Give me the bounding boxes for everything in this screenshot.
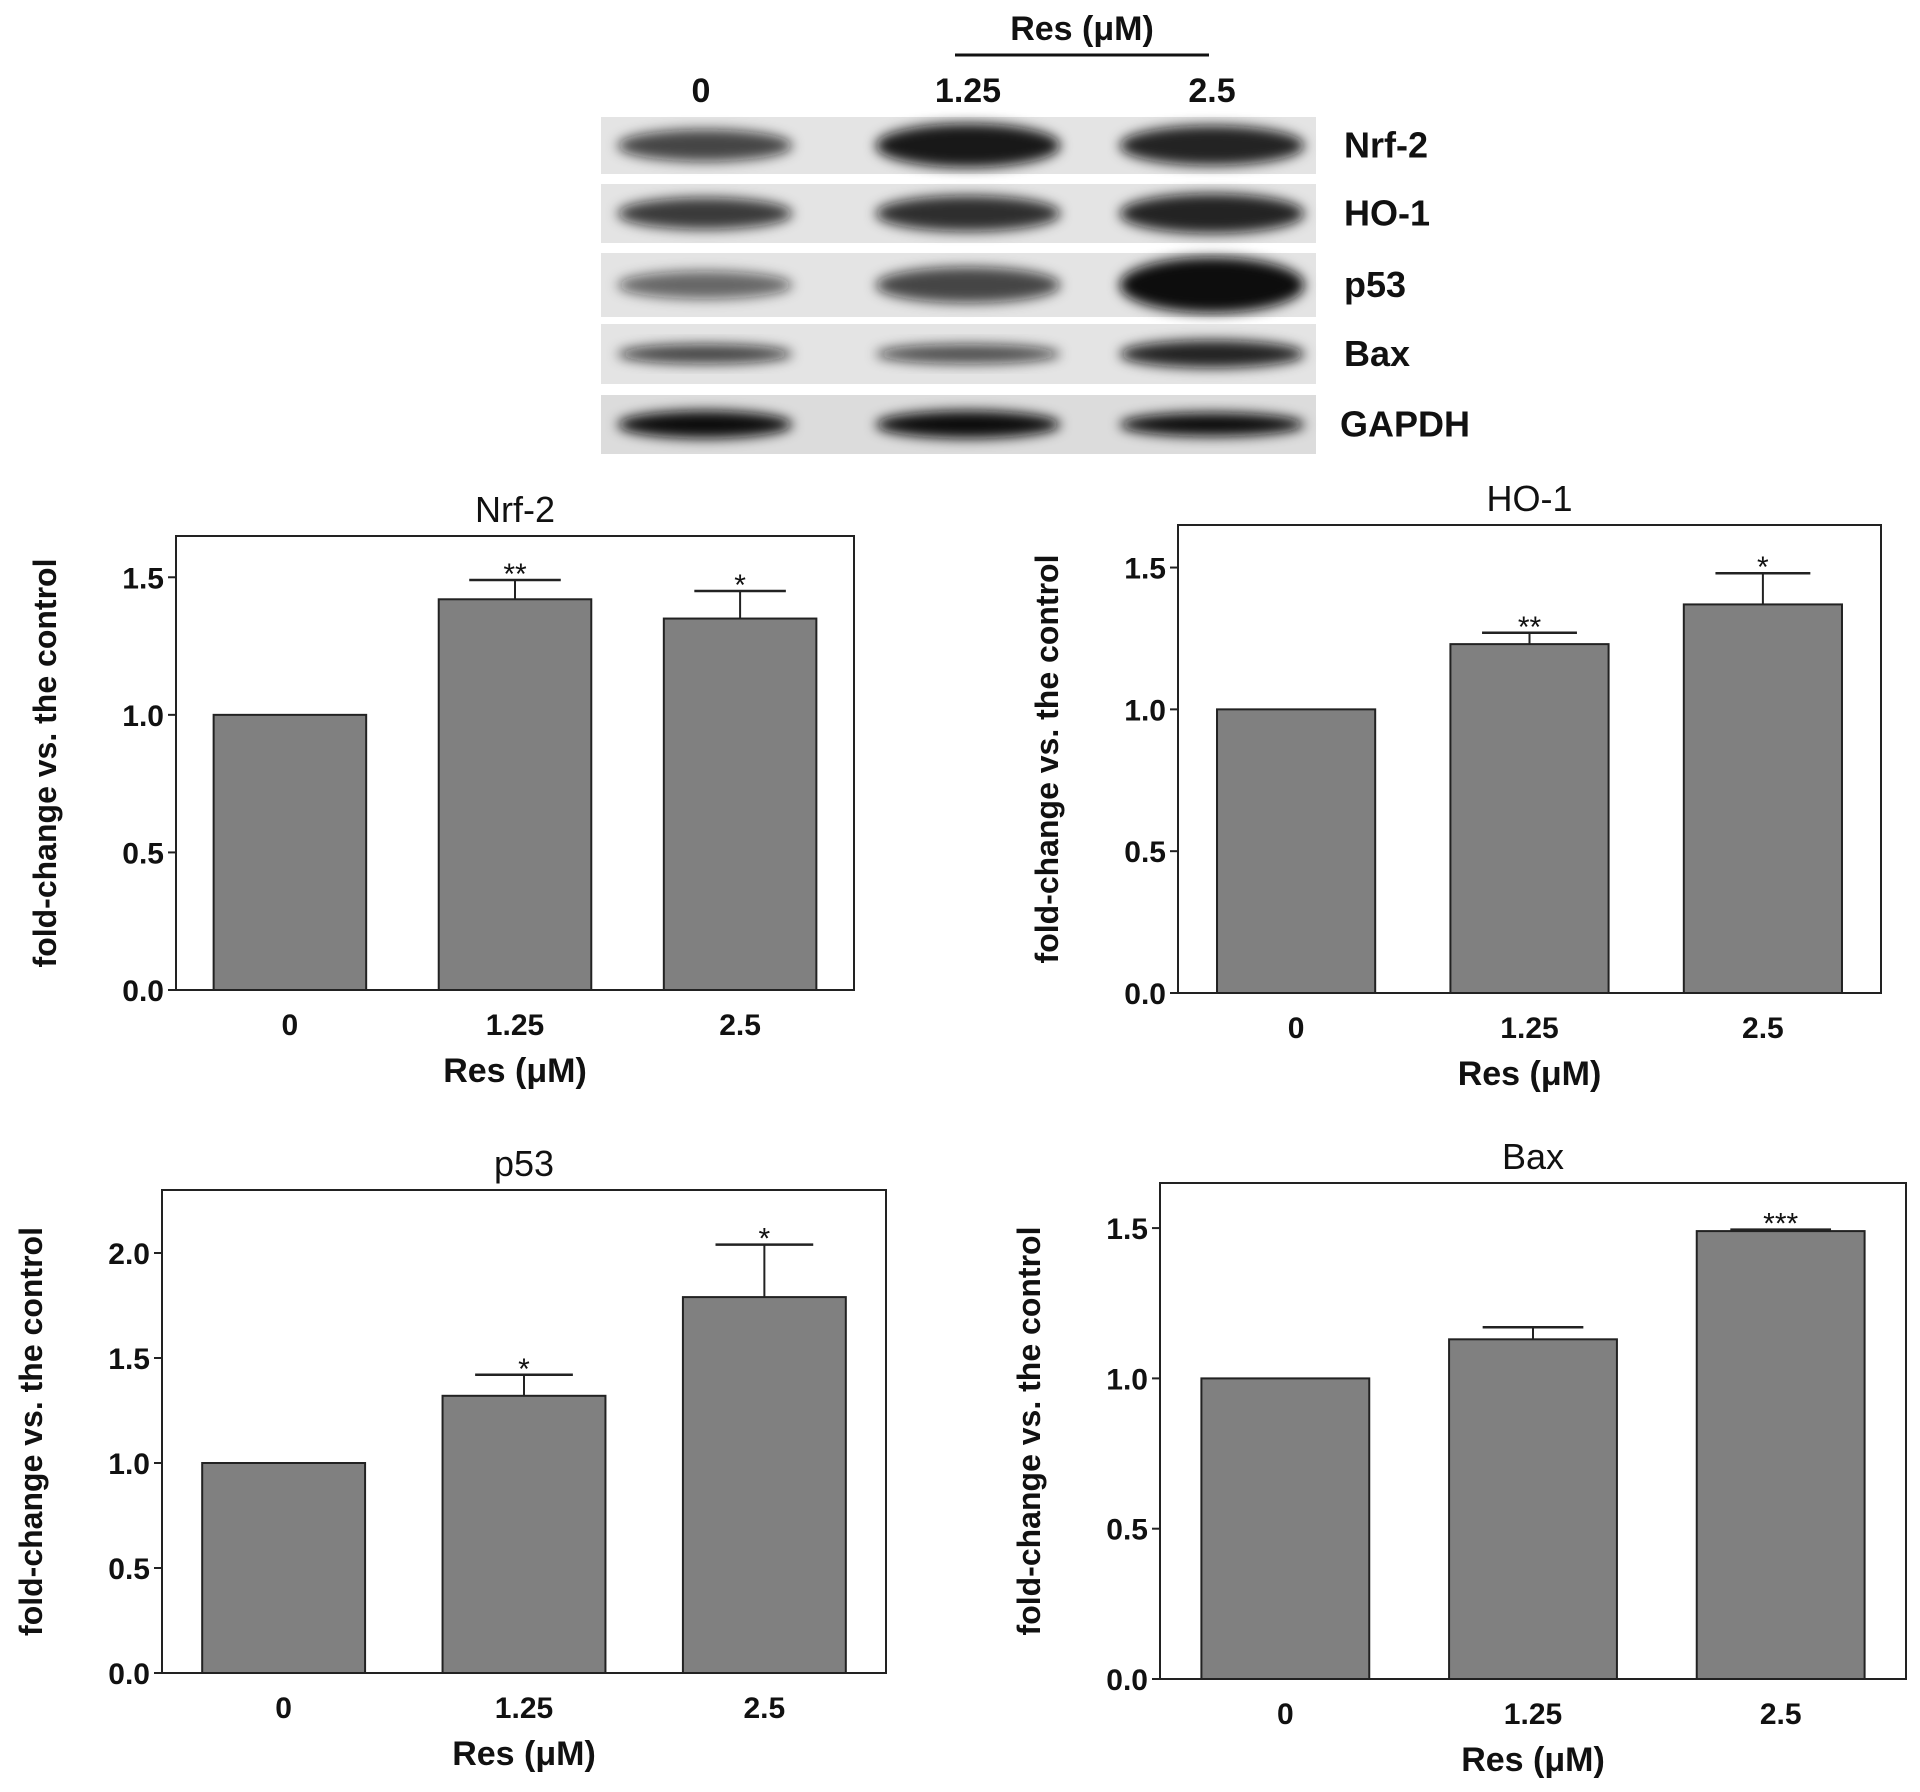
bar (662, 617, 818, 992)
protein-band (1119, 125, 1305, 166)
significance-marker: ** (1518, 611, 1542, 644)
y-tick-label: 1.0 (1124, 694, 1166, 727)
y-axis-label: fold-change vs. the control (13, 1227, 49, 1636)
y-tick-label: 0.0 (1106, 1664, 1148, 1697)
y-axis-label: fold-change vs. the control (1029, 555, 1065, 964)
y-tick-label: 1.5 (1124, 553, 1166, 586)
y-tick-label: 0.5 (108, 1553, 150, 1586)
x-tick-label: 2.5 (719, 1009, 761, 1042)
significance-marker: ** (503, 558, 527, 591)
significance-marker: * (734, 569, 746, 602)
y-tick-label: 1.5 (122, 562, 164, 595)
protein-band (875, 344, 1061, 364)
lane-label: 2.5 (1188, 72, 1235, 110)
y-tick-label: 0.5 (1106, 1514, 1148, 1547)
y-tick-label: 1.5 (108, 1343, 150, 1376)
lane-label: 1.25 (935, 72, 1001, 110)
x-axis-label: Res (μM) (1461, 1741, 1605, 1779)
bar (1695, 1230, 1866, 1680)
bar (1200, 1377, 1371, 1680)
bar (681, 1296, 847, 1674)
bar (1682, 603, 1843, 994)
significance-marker: * (759, 1223, 771, 1256)
chart-title: HO-1 (1486, 478, 1572, 519)
x-tick-label: 1.25 (486, 1009, 544, 1042)
protein-band (875, 267, 1061, 303)
y-axis-label: fold-change vs. the control (1011, 1227, 1047, 1636)
protein-band (875, 195, 1061, 232)
bar (212, 713, 368, 992)
chart-title: Bax (1502, 1136, 1564, 1177)
protein-band (1119, 412, 1305, 437)
lane-label: 0 (692, 72, 711, 110)
x-tick-label: 0 (1288, 1012, 1305, 1045)
protein-band (617, 344, 793, 364)
protein-label: HO-1 (1344, 193, 1430, 234)
y-tick-label: 1.5 (1106, 1213, 1148, 1246)
protein-band (1119, 340, 1305, 368)
x-tick-label: 0 (1277, 1698, 1294, 1731)
protein-band (1119, 193, 1305, 234)
x-tick-label: 1.25 (495, 1692, 553, 1725)
x-tick-label: 2.5 (1742, 1012, 1784, 1045)
protein-band (617, 129, 793, 162)
y-tick-label: 0.0 (1124, 978, 1166, 1011)
chart-p53: p53 0.0 0.5 1.0 1.5 2.0 fold-change vs. the co… (13, 1143, 887, 1773)
blot-row-gapdh: GAPDH (601, 395, 1470, 454)
y-tick-label: 0.5 (122, 837, 164, 870)
bar (1216, 708, 1377, 994)
chart-ho-1: HO-1 0.0 0.5 1.0 1.5 fold-change vs. the cont… (1029, 478, 1882, 1093)
x-tick-label: 0 (275, 1692, 292, 1725)
x-tick-label: 1.25 (1500, 1012, 1558, 1045)
protein-band (617, 197, 793, 230)
protein-band (1119, 257, 1305, 313)
y-tick-label: 1.0 (1106, 1363, 1148, 1396)
y-tick-label: 1.0 (122, 700, 164, 733)
bar-charts: Nrf-2 0.0 0.5 1.0 1.5 fold-change vs. the con… (13, 478, 1907, 1779)
blot-row-nrf-2: Nrf-2 (601, 117, 1428, 174)
x-tick-label: 0 (282, 1009, 299, 1042)
blot-row-bax: Bax (601, 324, 1410, 384)
x-axis-label: Res (μM) (452, 1735, 596, 1773)
blot-row-p53: p53 (601, 253, 1406, 317)
bar (201, 1462, 367, 1674)
y-tick-label: 1.0 (108, 1448, 150, 1481)
bar (1449, 643, 1610, 994)
significance-marker: * (1757, 551, 1769, 584)
x-axis-label: Res (μM) (443, 1052, 587, 1090)
blot-row-ho-1: HO-1 (601, 184, 1430, 243)
x-tick-label: 2.5 (744, 1692, 786, 1725)
y-tick-label: 2.0 (108, 1238, 150, 1271)
x-tick-label: 2.5 (1760, 1698, 1802, 1731)
x-axis-label: Res (μM) (1458, 1055, 1602, 1093)
y-tick-label: 0.5 (1124, 836, 1166, 869)
protein-label: GAPDH (1340, 404, 1470, 445)
bar (1448, 1338, 1618, 1681)
chart-nrf-2: Nrf-2 0.0 0.5 1.0 1.5 fold-change vs. the con… (27, 489, 855, 1090)
significance-marker: * (518, 1353, 530, 1386)
chart-bax: Bax 0.0 0.5 1.0 1.5 fold-change vs. the contr… (1011, 1136, 1907, 1779)
y-tick-label: 0.0 (108, 1658, 150, 1691)
y-tick-label: 0.0 (122, 975, 164, 1008)
chart-title: p53 (494, 1143, 554, 1184)
protein-label: Bax (1344, 333, 1410, 374)
bar (437, 598, 593, 991)
chart-title: Nrf-2 (475, 489, 555, 530)
bar (441, 1394, 607, 1675)
significance-marker: *** (1763, 1208, 1798, 1241)
protein-band (617, 410, 793, 439)
protein-label: Nrf-2 (1344, 125, 1428, 166)
y-axis-label: fold-change vs. the control (27, 559, 63, 968)
protein-band (875, 123, 1061, 168)
protein-band (617, 271, 793, 299)
protein-label: p53 (1344, 264, 1406, 305)
x-tick-label: 1.25 (1504, 1698, 1562, 1731)
blot-header: Res (μM) (1010, 10, 1154, 48)
protein-band (875, 410, 1061, 439)
western-blot: Res (μM) 0 1.25 2.5 Nrf-2 HO-1 p53 Bax GAPDH (601, 10, 1470, 454)
